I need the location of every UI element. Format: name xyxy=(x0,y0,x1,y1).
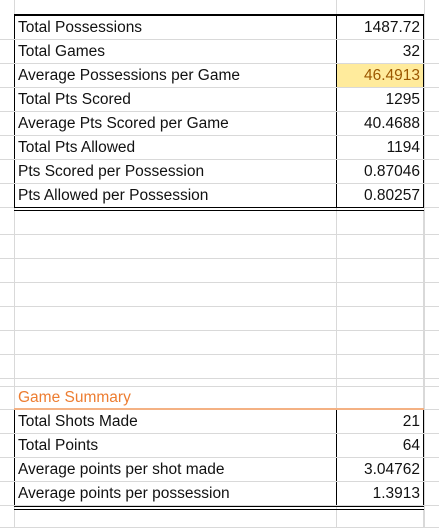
table-row[interactable]: Average points per shot made 3.04762 xyxy=(0,458,439,482)
empty-cell[interactable] xyxy=(14,235,336,258)
empty-row[interactable] xyxy=(0,307,439,331)
table-row[interactable]: Total Games 32 xyxy=(0,40,439,64)
summary-value[interactable]: 21 xyxy=(336,410,424,433)
summary-value[interactable]: 64 xyxy=(336,434,424,457)
empty-cell[interactable] xyxy=(336,510,424,527)
summary-label[interactable]: Total Points xyxy=(14,434,336,457)
table-row[interactable]: Total Possessions 1487.72 xyxy=(0,16,439,40)
stat-label[interactable]: Total Games xyxy=(14,40,336,63)
empty-cell[interactable] xyxy=(336,259,424,282)
empty-row[interactable] xyxy=(0,510,439,528)
table-top-border xyxy=(14,14,424,16)
stat-value[interactable]: 40.4688 xyxy=(336,112,424,135)
empty-cell[interactable] xyxy=(336,379,424,386)
empty-cell[interactable] xyxy=(336,307,424,330)
empty-cell[interactable] xyxy=(336,235,424,258)
stat-value[interactable]: 1194 xyxy=(336,136,424,159)
stat-label[interactable]: Pts Allowed per Possession xyxy=(14,184,336,207)
empty-cell[interactable] xyxy=(336,386,424,409)
stat-value[interactable]: 0.87046 xyxy=(336,160,424,183)
table-row[interactable]: Average points per possession 1.3913 xyxy=(0,482,439,506)
empty-cell[interactable] xyxy=(14,211,336,234)
empty-cell[interactable] xyxy=(14,355,336,378)
empty-row[interactable] xyxy=(0,259,439,283)
empty-cell[interactable] xyxy=(336,355,424,378)
empty-cell[interactable] xyxy=(14,379,336,386)
stat-label[interactable]: Pts Scored per Possession xyxy=(14,160,336,183)
table-row[interactable]: Total Pts Scored 1295 xyxy=(0,88,439,112)
table-row[interactable]: Average Possessions per Game 46.4913 xyxy=(0,64,439,88)
empty-cell[interactable] xyxy=(14,331,336,354)
table-bottom-double-border xyxy=(14,207,424,211)
table-row[interactable]: Total Points 64 xyxy=(0,434,439,458)
section-title[interactable]: Game Summary xyxy=(14,386,336,409)
empty-cell[interactable] xyxy=(336,331,424,354)
summary-bottom-double-border xyxy=(14,506,424,510)
stat-value[interactable]: 32 xyxy=(336,40,424,63)
empty-cell[interactable] xyxy=(14,283,336,306)
section-title-underline xyxy=(14,408,424,410)
empty-row[interactable] xyxy=(0,235,439,259)
table-row[interactable]: Pts Allowed per Possession 0.80257 xyxy=(0,184,439,208)
stat-label[interactable]: Average Pts Scored per Game xyxy=(14,112,336,135)
empty-row[interactable] xyxy=(0,211,439,235)
stat-value-highlighted[interactable]: 46.4913 xyxy=(336,64,424,87)
table-row[interactable]: Average Pts Scored per Game 40.4688 xyxy=(0,112,439,136)
stat-label[interactable]: Total Possessions xyxy=(14,16,336,39)
empty-cell[interactable] xyxy=(14,307,336,330)
stat-label[interactable]: Total Pts Scored xyxy=(14,88,336,111)
stat-label[interactable]: Total Pts Allowed xyxy=(14,136,336,159)
summary-label[interactable]: Average points per possession xyxy=(14,482,336,505)
empty-cell[interactable] xyxy=(336,211,424,234)
table-row[interactable]: Total Pts Allowed 1194 xyxy=(0,136,439,160)
table-row[interactable]: Pts Scored per Possession 0.87046 xyxy=(0,160,439,184)
empty-row[interactable] xyxy=(0,355,439,379)
empty-cell[interactable] xyxy=(14,510,336,527)
summary-label[interactable]: Total Shots Made xyxy=(14,410,336,433)
summary-label[interactable]: Average points per shot made xyxy=(14,458,336,481)
section-title-row[interactable]: Game Summary xyxy=(0,386,439,410)
stat-value[interactable]: 1295 xyxy=(336,88,424,111)
empty-row[interactable] xyxy=(0,379,439,387)
empty-cell[interactable] xyxy=(336,283,424,306)
empty-cell[interactable] xyxy=(14,259,336,282)
stat-label[interactable]: Average Possessions per Game xyxy=(14,64,336,87)
empty-row[interactable] xyxy=(0,331,439,355)
stat-value[interactable]: 0.80257 xyxy=(336,184,424,207)
empty-row[interactable] xyxy=(0,283,439,307)
stat-value[interactable]: 1487.72 xyxy=(336,16,424,39)
summary-value[interactable]: 1.3913 xyxy=(336,482,424,505)
summary-value[interactable]: 3.04762 xyxy=(336,458,424,481)
table-row[interactable]: Total Shots Made 21 xyxy=(0,410,439,434)
grid-column-line xyxy=(424,0,425,528)
